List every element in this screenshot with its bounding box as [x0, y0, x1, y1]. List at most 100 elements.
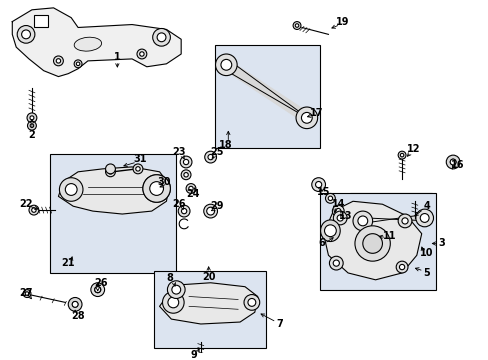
- Circle shape: [247, 298, 255, 306]
- Text: 12: 12: [407, 144, 420, 154]
- Text: 14: 14: [331, 199, 345, 209]
- Circle shape: [30, 124, 34, 127]
- Circle shape: [167, 281, 185, 298]
- Circle shape: [352, 211, 372, 231]
- Text: 1: 1: [114, 52, 121, 62]
- Circle shape: [336, 215, 343, 221]
- Circle shape: [449, 159, 455, 165]
- Polygon shape: [323, 201, 421, 280]
- Circle shape: [171, 285, 180, 294]
- Circle shape: [140, 52, 144, 56]
- Circle shape: [207, 208, 213, 214]
- Text: 31: 31: [133, 154, 146, 164]
- Text: 5: 5: [423, 268, 429, 278]
- Text: 9: 9: [190, 350, 197, 360]
- Circle shape: [162, 292, 184, 313]
- Circle shape: [72, 302, 78, 307]
- Circle shape: [56, 59, 61, 63]
- Circle shape: [221, 59, 231, 70]
- Text: 3: 3: [437, 238, 444, 248]
- Circle shape: [315, 181, 321, 188]
- Text: 26: 26: [172, 199, 185, 209]
- Circle shape: [333, 211, 346, 225]
- Circle shape: [332, 205, 344, 217]
- Polygon shape: [12, 8, 181, 77]
- Circle shape: [188, 186, 193, 191]
- Circle shape: [21, 30, 30, 39]
- Polygon shape: [159, 283, 257, 324]
- Bar: [319, 193, 436, 290]
- Circle shape: [76, 62, 80, 66]
- Text: 28: 28: [71, 311, 85, 321]
- Text: 22: 22: [19, 199, 33, 209]
- Circle shape: [167, 297, 178, 308]
- Circle shape: [335, 208, 340, 214]
- Circle shape: [183, 159, 188, 165]
- Circle shape: [91, 283, 104, 297]
- Circle shape: [295, 24, 298, 27]
- Circle shape: [149, 182, 163, 195]
- Circle shape: [206, 207, 214, 215]
- Text: 18: 18: [218, 140, 232, 150]
- Circle shape: [149, 182, 163, 195]
- Circle shape: [181, 208, 186, 214]
- Circle shape: [203, 204, 217, 218]
- Bar: [349, 193, 430, 250]
- Bar: [34, 15, 47, 27]
- Circle shape: [65, 184, 77, 195]
- Circle shape: [183, 172, 188, 177]
- Circle shape: [53, 56, 63, 66]
- Circle shape: [397, 214, 411, 228]
- Circle shape: [446, 155, 459, 169]
- Circle shape: [362, 234, 382, 253]
- Polygon shape: [358, 215, 427, 224]
- Polygon shape: [59, 167, 169, 214]
- Circle shape: [142, 175, 170, 202]
- Text: 8: 8: [165, 273, 172, 283]
- Bar: [49, 154, 176, 273]
- Circle shape: [32, 208, 36, 212]
- Text: 17: 17: [309, 108, 323, 118]
- Circle shape: [325, 193, 335, 203]
- Circle shape: [72, 301, 78, 307]
- Circle shape: [400, 153, 403, 157]
- Circle shape: [136, 167, 140, 171]
- Circle shape: [324, 225, 336, 237]
- Text: 27: 27: [19, 288, 33, 298]
- Text: 25: 25: [210, 147, 224, 157]
- Text: 7: 7: [275, 319, 282, 329]
- Text: 30: 30: [158, 177, 171, 186]
- Text: 2: 2: [28, 130, 35, 140]
- Text: 16: 16: [450, 160, 464, 170]
- Circle shape: [108, 170, 112, 174]
- Text: 24: 24: [186, 189, 199, 199]
- Ellipse shape: [320, 220, 340, 242]
- Circle shape: [332, 260, 339, 266]
- Circle shape: [133, 164, 142, 174]
- Circle shape: [329, 256, 343, 270]
- Circle shape: [301, 112, 312, 123]
- Circle shape: [27, 113, 37, 123]
- Text: 23: 23: [172, 147, 185, 157]
- Circle shape: [95, 287, 101, 293]
- Text: 26: 26: [94, 278, 107, 288]
- Circle shape: [68, 297, 82, 311]
- Text: 20: 20: [202, 272, 215, 282]
- Circle shape: [395, 261, 407, 273]
- Circle shape: [415, 209, 433, 227]
- Circle shape: [204, 151, 216, 163]
- Circle shape: [105, 167, 115, 177]
- Circle shape: [186, 184, 196, 193]
- Circle shape: [157, 33, 165, 42]
- Circle shape: [215, 54, 237, 76]
- Text: 11: 11: [382, 231, 395, 240]
- Text: 19: 19: [336, 17, 349, 27]
- Circle shape: [327, 196, 332, 201]
- Circle shape: [95, 287, 101, 293]
- Circle shape: [23, 290, 31, 297]
- Circle shape: [354, 226, 389, 261]
- Text: 15: 15: [316, 188, 329, 197]
- Text: 21: 21: [61, 258, 75, 268]
- Circle shape: [142, 175, 170, 202]
- Ellipse shape: [74, 37, 102, 51]
